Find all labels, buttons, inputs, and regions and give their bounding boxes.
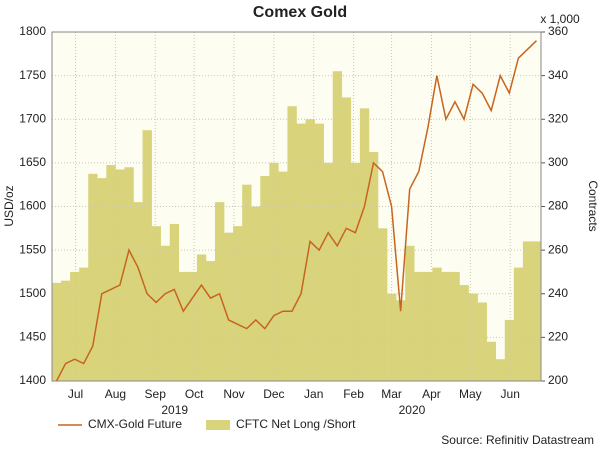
bar: [169, 223, 180, 381]
y2-tick-label: 360: [548, 24, 568, 38]
y2-tick-label: 280: [548, 199, 568, 213]
bar: [61, 280, 71, 381]
y-tick-label: 1800: [19, 24, 46, 38]
bar: [88, 173, 98, 381]
bar: [314, 123, 324, 382]
y-tick-label: 1650: [19, 155, 46, 169]
y2-tick-label: 260: [548, 242, 568, 256]
bar: [287, 106, 297, 381]
y-tick-label: 1600: [19, 199, 46, 213]
bar: [224, 232, 234, 381]
x-tick-label: Aug: [105, 387, 126, 401]
bar: [423, 271, 433, 381]
bar: [260, 175, 270, 381]
bar: [205, 261, 216, 381]
bar: [332, 71, 343, 381]
bar: [115, 169, 125, 381]
x-tick-label: Dec: [263, 387, 284, 401]
bar: [531, 241, 542, 381]
y-tick-label: 1500: [19, 286, 46, 300]
bar: [242, 184, 252, 381]
x-tick-label: Jan: [304, 387, 323, 401]
x-tick-label: Nov: [223, 387, 244, 401]
x-tick-label: Oct: [185, 387, 204, 401]
bar: [405, 245, 415, 381]
bar: [187, 271, 198, 381]
x-tick-label: May: [459, 387, 482, 401]
bar: [486, 341, 497, 381]
y2-tick-label: 200: [548, 373, 568, 387]
bar: [251, 206, 261, 381]
y2-tick-label: 320: [548, 111, 568, 125]
y-tick-label: 1450: [19, 330, 46, 344]
bar: [432, 267, 442, 381]
x-tick-label: Apr: [422, 387, 441, 401]
x-tick-label: Mar: [381, 387, 402, 401]
bar: [133, 202, 143, 381]
y2-axis-label: Contracts: [586, 180, 600, 231]
bar: [323, 162, 334, 381]
y-tick-label: 1750: [19, 68, 46, 82]
line: [55, 40, 537, 382]
bar: [468, 293, 478, 381]
bar: [522, 241, 533, 381]
bar: [233, 226, 243, 381]
bar: [97, 178, 107, 381]
bar: [52, 282, 62, 381]
x-tick-label: Jun: [501, 387, 520, 401]
bar: [414, 271, 424, 381]
y2-tick-label: 300: [548, 155, 568, 169]
bar: [269, 162, 279, 381]
plot-frame: [51, 31, 542, 382]
legend-label: CMX-Gold Future: [88, 417, 182, 431]
bar: [477, 302, 487, 381]
x-tick-label: Sep: [145, 387, 167, 401]
bar: [196, 254, 207, 381]
x-tick-label: Jul: [68, 387, 83, 401]
y2-tick-label: 240: [548, 286, 568, 300]
y-axis-label: USD/oz: [2, 185, 16, 226]
bar: [441, 271, 451, 381]
bar: [70, 271, 80, 381]
bar: [79, 267, 89, 381]
bar: [142, 130, 152, 381]
bar: [378, 228, 388, 381]
bar: [396, 300, 406, 381]
bar: [359, 108, 370, 381]
year-label: 2019: [161, 403, 188, 417]
y-tick-label: 1550: [19, 242, 46, 256]
bar: [296, 123, 306, 382]
chart-title: Comex Gold: [253, 4, 347, 21]
bar: [459, 285, 469, 381]
bar: [341, 97, 352, 381]
bar: [495, 359, 506, 381]
year-label: 2020: [399, 403, 426, 417]
bar: [178, 271, 189, 381]
bar: [450, 271, 460, 381]
legend-swatch: [206, 420, 231, 430]
bar: [151, 226, 161, 381]
x-tick-label: Feb: [343, 387, 364, 401]
bar: [106, 165, 116, 381]
bar: [513, 267, 524, 381]
bar: [278, 171, 288, 381]
bar: [160, 245, 171, 381]
bar: [215, 202, 225, 381]
y-tick-label: 1400: [19, 373, 46, 387]
bar: [350, 162, 361, 381]
bar: [368, 151, 379, 381]
bar: [124, 167, 134, 381]
y-tick-label: 1700: [19, 111, 46, 125]
source: Source: Refinitiv Datastream: [441, 433, 594, 447]
y2-unit: x 1,000: [540, 12, 580, 26]
legend-label: CFTC Net Long /Short: [236, 417, 356, 431]
y2-tick-label: 220: [548, 330, 568, 344]
bar: [504, 319, 515, 381]
y2-tick-label: 340: [548, 68, 568, 82]
